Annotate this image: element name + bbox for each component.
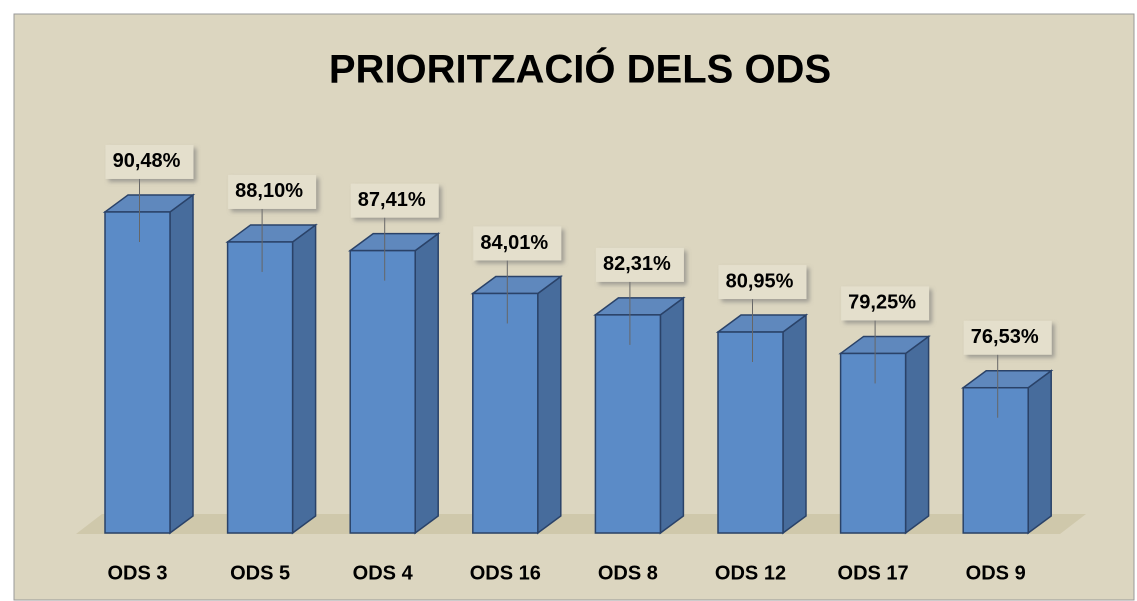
value-label-box	[350, 183, 439, 218]
bar-side	[782, 313, 807, 535]
bar	[104, 211, 171, 534]
value-label: 82,31%	[603, 253, 671, 275]
bar-side	[169, 193, 194, 535]
value-label-box	[718, 265, 807, 300]
value-label-box	[105, 144, 194, 179]
bar-side	[414, 232, 439, 535]
bar-side	[1027, 369, 1052, 535]
bar	[717, 331, 784, 534]
bar	[472, 292, 539, 534]
value-label: 79,25%	[848, 292, 916, 314]
x-tick-label: ODS 4	[353, 562, 414, 584]
value-label-box	[595, 247, 684, 282]
value-label: 84,01%	[480, 232, 548, 254]
bar	[349, 249, 416, 534]
value-label: 90,48%	[113, 150, 181, 172]
bar-side	[537, 274, 562, 535]
value-label: 80,95%	[726, 270, 794, 292]
value-label: 87,41%	[358, 189, 426, 211]
bar	[839, 352, 907, 534]
bar	[226, 241, 294, 534]
x-tick-label: ODS 8	[598, 562, 658, 584]
x-tick-label: ODS 3	[107, 562, 167, 584]
x-tick-label: ODS 16	[470, 562, 541, 584]
bar-side	[659, 296, 685, 535]
bar-side	[291, 223, 317, 535]
bar-side	[904, 334, 930, 535]
value-label-box	[963, 320, 1052, 355]
x-tick-label: ODS 12	[715, 562, 786, 584]
bar	[594, 314, 662, 534]
value-label-box	[473, 226, 562, 261]
bar	[962, 386, 1029, 534]
floor	[76, 514, 1086, 534]
value-label: 88,10%	[235, 180, 303, 202]
value-label-box	[841, 286, 930, 321]
value-label: 76,53%	[971, 326, 1039, 348]
value-label-box	[228, 174, 317, 209]
x-tick-label: ODS 17	[838, 562, 909, 584]
x-tick-label: ODS 9	[966, 562, 1026, 584]
x-tick-label: ODS 5	[230, 562, 290, 584]
chart-title: PRIORITZACIÓ DELS ODS	[329, 46, 831, 92]
chart-background	[13, 13, 1135, 601]
